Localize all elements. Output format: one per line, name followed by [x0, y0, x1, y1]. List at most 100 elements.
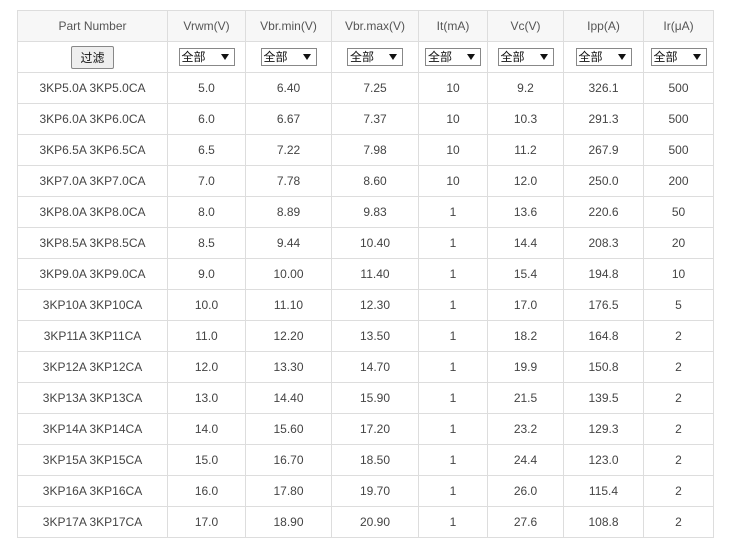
table-cell: 500	[643, 103, 714, 135]
filter-select[interactable]: 全部	[178, 48, 235, 66]
table-cell: 3KP8.5A 3KP8.5CA	[17, 227, 168, 259]
table-cell: 3KP10A 3KP10CA	[17, 289, 168, 321]
table-cell: 3KP13A 3KP13CA	[17, 382, 168, 414]
filter-select[interactable]: 全部	[575, 48, 632, 66]
table-cell: 11.10	[245, 289, 332, 321]
table-cell: 2	[643, 413, 714, 445]
table-cell: 3KP6.0A 3KP6.0CA	[17, 103, 168, 135]
table-cell: 10	[418, 103, 488, 135]
table-cell: 8.0	[167, 196, 246, 228]
table-row: 3KP17A 3KP17CA 17.0 18.90 20.90 1 27.6 108.8 2	[17, 506, 714, 538]
table-cell: 1	[418, 320, 488, 352]
table-cell: 20	[643, 227, 714, 259]
table-cell: 12.0	[167, 351, 246, 383]
table-cell: 17.0	[487, 289, 564, 321]
filter-select[interactable]: 全部	[260, 48, 317, 66]
table-row: 3KP12A 3KP12CA 12.0 13.30 14.70 1 19.9 150.8 2	[17, 351, 714, 383]
table-cell: 14.4	[487, 227, 564, 259]
table-row: 3KP11A 3KP11CA 11.0 12.20 13.50 1 18.2 164.8 2	[17, 320, 714, 352]
table-row: 3KP16A 3KP16CA 16.0 17.80 19.70 1 26.0 115.4 2	[17, 475, 714, 507]
table-cell: 10	[418, 165, 488, 197]
table-cell: 200	[643, 165, 714, 197]
table-cell: 17.20	[331, 413, 419, 445]
table-cell: 3KP9.0A 3KP9.0CA	[17, 258, 168, 290]
column-header: Vc(V)	[487, 10, 564, 42]
header-row: Part Number Vrwm(V) Vbr.min(V) Vbr.max(V) It…	[17, 10, 714, 42]
table-cell: 500	[643, 134, 714, 166]
column-header: Ipp(A)	[563, 10, 644, 42]
table-row: 3KP6.5A 3KP6.5CA 6.5 7.22 7.98 10 11.2 267.9 50…	[17, 134, 714, 166]
table-cell: 21.5	[487, 382, 564, 414]
filter-cell: 全部	[331, 41, 419, 73]
table-cell: 164.8	[563, 320, 644, 352]
table-cell: 18.90	[245, 506, 332, 538]
table-cell: 10	[643, 258, 714, 290]
column-header: It(mA)	[418, 10, 488, 42]
filter-row: 过滤 全部 全部 全部 全部 全部 全部 全部	[17, 41, 714, 73]
table-row: 3KP10A 3KP10CA 10.0 11.10 12.30 1 17.0 176.5 5	[17, 289, 714, 321]
filter-cell: 全部	[643, 41, 714, 73]
table-cell: 16.70	[245, 444, 332, 476]
table-cell: 208.3	[563, 227, 644, 259]
table-cell: 1	[418, 196, 488, 228]
table-cell: 9.83	[331, 196, 419, 228]
table-cell: 7.78	[245, 165, 332, 197]
table-cell: 10.0	[167, 289, 246, 321]
table-cell: 1	[418, 475, 488, 507]
table-cell: 26.0	[487, 475, 564, 507]
filter-select[interactable]: 全部	[650, 48, 707, 66]
column-header: Vbr.max(V)	[331, 10, 419, 42]
filter-cell: 全部	[563, 41, 644, 73]
table-cell: 19.70	[331, 475, 419, 507]
table-cell: 7.22	[245, 134, 332, 166]
table-cell: 15.90	[331, 382, 419, 414]
table-cell: 11.40	[331, 258, 419, 290]
table-row: 3KP7.0A 3KP7.0CA 7.0 7.78 8.60 10 12.0 250.0 20…	[17, 165, 714, 197]
filter-select[interactable]: 全部	[497, 48, 554, 66]
table-cell: 6.0	[167, 103, 246, 135]
table-cell: 20.90	[331, 506, 419, 538]
table-cell: 6.5	[167, 134, 246, 166]
table-cell: 1	[418, 506, 488, 538]
table-row: 3KP5.0A 3KP5.0CA 5.0 6.40 7.25 10 9.2 326.1 500	[17, 72, 714, 104]
table-cell: 123.0	[563, 444, 644, 476]
column-header: Vrwm(V)	[167, 10, 246, 42]
table-cell: 10.00	[245, 258, 332, 290]
table-cell: 8.89	[245, 196, 332, 228]
table-body: 3KP5.0A 3KP5.0CA 5.0 6.40 7.25 10 9.2 326.1 500…	[17, 72, 714, 538]
table-cell: 1	[418, 382, 488, 414]
filter-select[interactable]: 全部	[425, 48, 481, 66]
table-cell: 14.70	[331, 351, 419, 383]
table-cell: 1	[418, 227, 488, 259]
table-row: 3KP13A 3KP13CA 13.0 14.40 15.90 1 21.5 139.5 2	[17, 382, 714, 414]
table-cell: 12.20	[245, 320, 332, 352]
table-wrapper: Part Number Vrwm(V) Vbr.min(V) Vbr.max(V) It…	[17, 10, 714, 538]
filter-cell: 全部	[487, 41, 564, 73]
table-cell: 1	[418, 444, 488, 476]
table-cell: 129.3	[563, 413, 644, 445]
table-cell: 17.80	[245, 475, 332, 507]
table-cell: 3KP6.5A 3KP6.5CA	[17, 134, 168, 166]
table-cell: 3KP8.0A 3KP8.0CA	[17, 196, 168, 228]
table-cell: 194.8	[563, 258, 644, 290]
table-row: 3KP9.0A 3KP9.0CA 9.0 10.00 11.40 1 15.4 194.8 1…	[17, 258, 714, 290]
table-cell: 1	[418, 351, 488, 383]
table-cell: 10.3	[487, 103, 564, 135]
table-cell: 16.0	[167, 475, 246, 507]
filter-cell: 全部	[245, 41, 332, 73]
table-cell: 13.30	[245, 351, 332, 383]
column-header: Ir(μA)	[643, 10, 714, 42]
table-cell: 500	[643, 72, 714, 104]
filter-button[interactable]: 过滤	[71, 45, 114, 69]
table-cell: 115.4	[563, 475, 644, 507]
table-cell: 7.25	[331, 72, 419, 104]
table-cell: 19.9	[487, 351, 564, 383]
table-cell: 12.30	[331, 289, 419, 321]
table-cell: 326.1	[563, 72, 644, 104]
filter-select[interactable]: 全部	[347, 48, 403, 66]
filter-cell: 全部	[418, 41, 488, 73]
table-cell: 9.44	[245, 227, 332, 259]
table-cell: 9.0	[167, 258, 246, 290]
table-cell: 23.2	[487, 413, 564, 445]
table-cell: 2	[643, 475, 714, 507]
